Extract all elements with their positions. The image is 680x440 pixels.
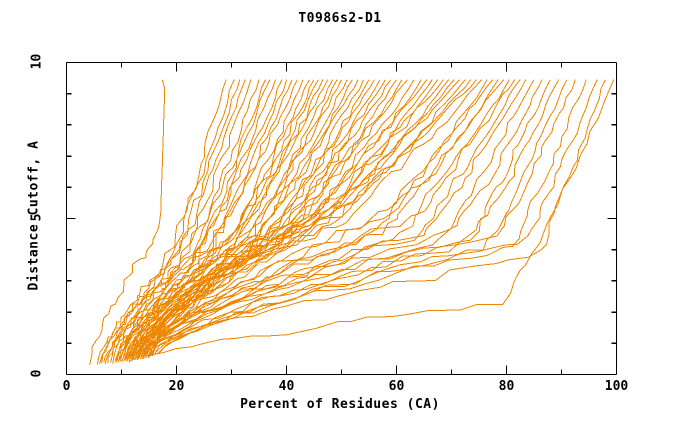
- x-tick-label: 20: [168, 379, 185, 394]
- series-line: [128, 79, 324, 362]
- series-line: [149, 79, 472, 357]
- series-line: [150, 79, 505, 356]
- series-line: [131, 79, 403, 359]
- series-line: [122, 79, 329, 361]
- series-line: [149, 79, 587, 355]
- series-line: [89, 79, 166, 366]
- series-line: [148, 79, 444, 358]
- series-line: [112, 79, 267, 364]
- series-line: [158, 79, 598, 354]
- series-line: [115, 79, 276, 364]
- series-line: [140, 79, 450, 357]
- y-tick-label: 10: [29, 53, 44, 69]
- x-tick-label: 60: [388, 379, 405, 394]
- series-line: [125, 79, 370, 360]
- y-tick-label: 0: [29, 369, 44, 377]
- series-line: [128, 79, 615, 363]
- series-line: [133, 79, 392, 359]
- x-tick-label: 40: [278, 379, 295, 394]
- series-line: [127, 79, 359, 360]
- series-line: [107, 79, 252, 364]
- axis-frame-group: [65, 61, 618, 376]
- series-line: [135, 79, 543, 355]
- series-line: [141, 79, 606, 355]
- series-line: [145, 79, 576, 354]
- series-line: [117, 79, 283, 363]
- series-line: [138, 79, 428, 358]
- x-tick-label: 0: [62, 379, 71, 394]
- page-title: T0986s2-D1: [298, 11, 382, 26]
- series-line: [137, 79, 375, 360]
- series-line: [143, 79, 535, 356]
- series-line: [133, 79, 510, 357]
- series-line: [134, 79, 488, 357]
- x-tick-label: 100: [604, 379, 629, 394]
- data-series-group: [89, 79, 615, 366]
- series-line: [147, 79, 433, 359]
- series-line: [148, 79, 516, 356]
- series-line: [110, 79, 260, 363]
- y-axis-title: Distance Cutoff, A: [26, 140, 42, 291]
- x-tick-label: 80: [498, 379, 515, 394]
- series-line: [138, 79, 477, 357]
- series-line: [118, 79, 338, 361]
- series-line: [104, 79, 246, 365]
- series-line: [142, 79, 499, 357]
- x-axis-title: Percent of Residues (CA): [240, 397, 440, 412]
- series-line: [156, 79, 568, 355]
